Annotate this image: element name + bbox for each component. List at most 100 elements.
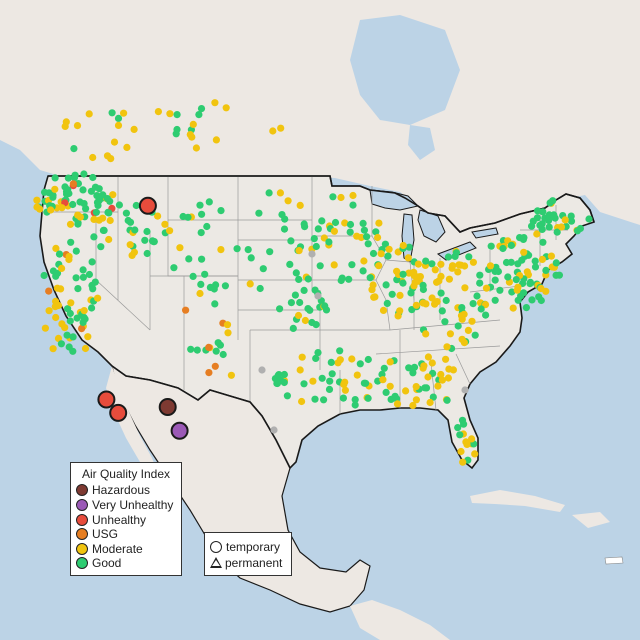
lake-ontario (471, 227, 499, 239)
monitor-dot (295, 247, 303, 255)
monitor-dot (428, 260, 436, 268)
monitor-dot (410, 363, 419, 371)
monitor-dot (428, 359, 436, 367)
monitor-dot (298, 397, 306, 406)
lake-huron (417, 209, 446, 243)
monitor-dot (80, 170, 88, 178)
monitor-dot (52, 313, 60, 322)
monitor-dot (296, 298, 304, 307)
monitor-dot (402, 387, 410, 395)
monitor-dot (126, 241, 134, 249)
monitor-dot (105, 235, 113, 244)
monitor-dot (69, 333, 77, 341)
monitor-dot (289, 324, 297, 332)
monitor-dot (513, 286, 521, 294)
monitor-dot (74, 220, 82, 228)
monitor-dot (412, 301, 420, 309)
monitor-dot (79, 273, 87, 281)
cuba (470, 490, 565, 512)
monitor-dot (508, 288, 516, 296)
monitor-dot (410, 268, 418, 276)
monitor-dot (63, 331, 71, 339)
monitor-dot (198, 255, 206, 263)
monitor-dot (325, 238, 333, 246)
monitor-dot (329, 193, 337, 201)
monitor-dot (394, 312, 402, 320)
monitor-dot (460, 420, 468, 428)
us-border (48, 175, 595, 233)
monitor-dot (166, 227, 174, 235)
monitor-dot (454, 322, 462, 330)
monitor-dot (278, 211, 286, 219)
monitor-dot (585, 215, 593, 223)
monitor-dot (366, 274, 374, 282)
monitor-dot (446, 330, 454, 338)
large-monitor-dot (138, 196, 157, 215)
monitor-dot (561, 216, 569, 224)
monitor-dot (58, 204, 66, 212)
monitor-dot (360, 257, 368, 265)
monitor-dot (353, 232, 361, 240)
monitor-dot (433, 298, 441, 306)
monitor-dot (95, 216, 103, 224)
monitor-dot (399, 270, 407, 278)
monitor-dot (312, 354, 320, 362)
monitor-dot (522, 304, 531, 312)
monitor-dot (557, 223, 566, 231)
monitor-dot (512, 276, 520, 284)
monitor-dot (301, 316, 309, 325)
monitor-dot (375, 262, 383, 270)
monitor-dot (170, 264, 178, 272)
monitor-dot (491, 296, 499, 304)
monitor-dot (193, 346, 201, 354)
monitor-dot (61, 324, 69, 332)
monitor-dot (424, 353, 432, 361)
monitor-dot (363, 233, 371, 241)
monitor-dot (64, 174, 72, 182)
monitor-dot (222, 104, 230, 112)
monitor-dot (471, 331, 479, 339)
monitor-dot (67, 238, 75, 246)
legend-item-unhealthy: Unhealthy (76, 513, 146, 527)
monitor-dot (468, 435, 476, 443)
monitor-dot (280, 225, 289, 233)
monitor-dot (212, 347, 220, 355)
monitor-dot (79, 186, 87, 194)
legend-item-very-unhealthy: Very Unhealthy (76, 498, 173, 512)
monitor-dot (110, 138, 119, 146)
monitor-dot (36, 205, 44, 213)
monitor-dot (416, 273, 424, 281)
monitor-dot (97, 243, 105, 251)
monitor-dot (277, 124, 285, 132)
monitor-dot (555, 271, 564, 279)
monitor-dot (338, 274, 346, 282)
monitor-dot (445, 365, 453, 373)
monitor-dot (412, 396, 420, 404)
monitor-dot (348, 355, 356, 363)
monitor-dot (196, 201, 204, 209)
monitor-dot (547, 252, 556, 260)
monitor-dot (203, 222, 211, 231)
monitor-dot (320, 396, 328, 404)
monitor-dot (340, 380, 348, 388)
monitor-dot (72, 274, 80, 282)
monitor-dot (348, 261, 356, 269)
monitor-dot (379, 376, 387, 384)
monitor-dot (85, 270, 93, 279)
central-america (350, 600, 450, 640)
monitor-dot (349, 191, 357, 200)
monitor-dot (286, 260, 294, 268)
monitor-dot (545, 223, 553, 231)
monitor-dot (520, 234, 528, 242)
monitor-dot (409, 401, 417, 410)
monitor-dot (458, 335, 466, 343)
monitor-dot (45, 287, 53, 295)
monitor-dot (463, 440, 471, 448)
monitor-dot (189, 272, 197, 280)
monitor-dot (441, 318, 449, 326)
monitor-dot (284, 197, 292, 205)
monitor-dot (197, 280, 205, 288)
monitor-dot (487, 242, 495, 250)
legend-label: Very Unhealthy (92, 498, 174, 512)
monitor-dot (161, 220, 169, 228)
